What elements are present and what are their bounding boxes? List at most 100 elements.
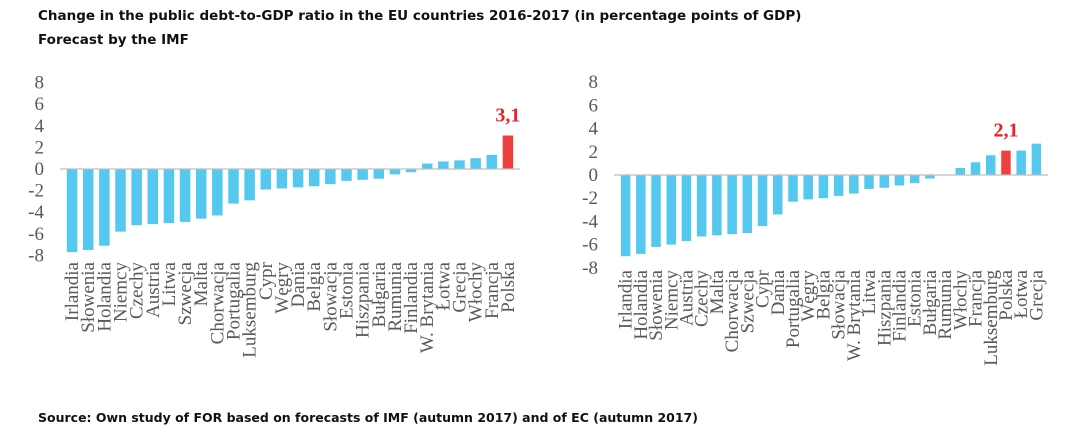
- x-tick-label: Słowacja: [320, 261, 341, 331]
- y-tick-label: 4: [35, 116, 45, 137]
- y-tick-label: -6: [28, 224, 44, 245]
- bar-Hiszpania: [357, 169, 368, 180]
- y-tick-label: 2: [589, 142, 599, 163]
- bar-Węgry: [276, 169, 288, 189]
- y-tick-label: -2: [28, 181, 44, 202]
- y-tick-label: 0: [35, 159, 45, 180]
- x-tick-label: Portugalia: [224, 261, 245, 340]
- bar-Włochy: [470, 158, 481, 169]
- y-tick-label: -8: [28, 245, 44, 266]
- x-tick-label: Litwa: [859, 269, 880, 314]
- bar-Litwa: [864, 175, 874, 189]
- bar-Chorwacja: [212, 169, 223, 216]
- x-tick-label: Holandia: [631, 269, 652, 339]
- x-tick-label: Litwa: [159, 261, 180, 306]
- bar-Luksemburg: [986, 155, 996, 175]
- source-note: Source: Own study of FOR based on foreca…: [38, 410, 698, 425]
- bar-Dania: [292, 169, 304, 188]
- x-tick-label: Włochy: [466, 262, 487, 323]
- highlight-data-label: 3,1: [495, 105, 520, 127]
- bar-Cypr: [260, 169, 272, 190]
- x-tick-label: Chorwacja: [207, 261, 228, 344]
- x-tick-label: W. Brytania: [417, 261, 438, 353]
- x-tick-label: Niemcy: [111, 262, 132, 323]
- bar-Słowenia: [651, 175, 661, 247]
- bar-Łotwa: [1016, 150, 1026, 175]
- y-tick-label: 8: [35, 73, 45, 94]
- bar-Dania: [773, 175, 783, 215]
- bar-Grecja: [454, 160, 465, 169]
- y-tick-label: -4: [28, 202, 44, 223]
- x-tick-label: Włochy: [950, 270, 971, 331]
- bar-Słowenia: [82, 169, 94, 250]
- x-tick-label: Irlandia: [62, 261, 83, 321]
- bar-Portugalia: [788, 175, 798, 202]
- x-tick-label: Cypr: [256, 261, 277, 300]
- chart-subtitle: Forecast by the IMF: [38, 32, 189, 48]
- x-tick-label: W. Brytania: [844, 269, 865, 361]
- y-tick-label: 8: [589, 72, 599, 93]
- bar-Portugalia: [228, 169, 239, 204]
- bar-Belgia: [818, 175, 829, 199]
- x-tick-label: Grecja: [1026, 269, 1047, 320]
- y-tick-label: 0: [589, 165, 599, 186]
- bar-Estonia: [341, 169, 352, 181]
- x-tick-label: Dania: [288, 261, 309, 307]
- bar-Hiszpania: [879, 175, 889, 188]
- bar-Estonia: [909, 175, 920, 184]
- x-tick-label: Słowenia: [646, 269, 667, 340]
- x-tick-label: Polska: [996, 269, 1017, 320]
- x-tick-label: Luksemburg: [981, 270, 1002, 366]
- bar-Niemcy: [115, 169, 126, 232]
- bar-Grecja: [1031, 143, 1042, 175]
- x-tick-label: Węgry: [272, 262, 293, 314]
- bar-Węgry: [803, 175, 813, 200]
- bar-Czechy: [131, 169, 142, 226]
- x-tick-label: Chorwacja: [722, 269, 743, 352]
- x-tick-label: Holandia: [94, 261, 115, 331]
- bar-Włochy: [955, 168, 966, 175]
- bar-Austria: [681, 175, 692, 242]
- bar-Cypr: [757, 175, 768, 227]
- bar-Niemcy: [666, 175, 676, 245]
- y-tick-label: 2: [35, 137, 45, 158]
- x-tick-label: Polska: [498, 261, 519, 312]
- x-tick-label: Rumunia: [385, 261, 406, 331]
- x-tick-label: Szwecja: [737, 269, 758, 333]
- x-tick-label: Hiszpania: [353, 261, 374, 338]
- x-tick-label: Cypr: [753, 269, 774, 308]
- x-tick-label: Niemcy: [661, 270, 682, 331]
- bar-Słowacja: [833, 175, 844, 196]
- bar-Francja: [486, 154, 498, 169]
- x-tick-label: Estonia: [337, 261, 358, 319]
- bar-Bułgaria: [925, 175, 935, 179]
- bar-Słowacja: [325, 169, 336, 185]
- x-tick-label: Czechy: [692, 270, 713, 327]
- y-tick-label: -8: [582, 258, 598, 279]
- bar-Finlandia: [894, 175, 905, 186]
- x-tick-label: Finlandia: [889, 269, 910, 341]
- y-tick-label: 6: [35, 94, 45, 115]
- y-tick-label: -6: [582, 235, 598, 256]
- bar-Luksemburg: [244, 169, 255, 201]
- x-tick-label: Irlandia: [616, 269, 637, 329]
- y-tick-label: 6: [589, 95, 599, 116]
- x-tick-label: Słowenia: [78, 261, 99, 332]
- x-tick-label: Austria: [143, 261, 164, 318]
- x-tick-label: Luksemburg: [240, 262, 261, 358]
- bar-W. Brytania: [421, 163, 433, 169]
- bar-Szwecja: [742, 175, 753, 233]
- bar-W. Brytania: [849, 175, 859, 194]
- bar-Austria: [147, 169, 159, 225]
- bar-Irlandia: [66, 169, 78, 253]
- x-tick-label: Węgry: [798, 270, 819, 322]
- bar-Łotwa: [438, 161, 449, 169]
- x-tick-label: Czechy: [127, 262, 148, 319]
- bar-Czechy: [696, 175, 707, 237]
- bar-Irlandia: [620, 175, 631, 257]
- y-tick-label: -2: [582, 188, 598, 209]
- x-tick-label: Dania: [768, 269, 789, 315]
- bar-Chorwacja: [727, 175, 737, 235]
- bar-Polska: [1001, 150, 1011, 175]
- bar-chart-right: 86 420-2-4 -6-8 IrlandiaHolandiaSłoweniaNie…: [582, 72, 1048, 366]
